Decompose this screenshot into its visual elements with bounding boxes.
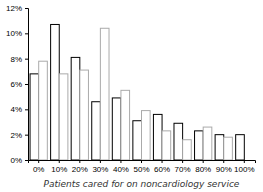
x-tick-label: 0% <box>33 165 45 174</box>
bar <box>59 74 68 160</box>
bar <box>112 98 121 160</box>
x-tick: 20% <box>72 160 88 174</box>
bar-series <box>39 28 233 160</box>
bar <box>142 111 151 160</box>
x-tick-mark <box>182 160 183 163</box>
y-tick-mark <box>25 8 28 9</box>
y-tick-mark <box>25 84 28 85</box>
x-tick-mark <box>223 160 224 163</box>
bar <box>174 123 183 160</box>
bar <box>203 127 212 160</box>
y-tick-label: 6% <box>10 80 22 89</box>
bar <box>51 24 60 160</box>
x-tick-label: 10% <box>51 165 67 174</box>
chart: 0% 2% 4% 6% 8% 10% 12% 0% 10% 20% 30% 40% 50% 60% 70% 8… <box>0 0 263 192</box>
y-tick-mark <box>25 135 28 136</box>
y-tick-mark <box>25 33 28 34</box>
bar <box>195 131 204 160</box>
x-tick-label: 40% <box>113 165 129 174</box>
bar <box>215 135 224 160</box>
x-tick-mark <box>79 160 80 163</box>
plot: 0% 2% 4% 6% 8% 10% 12% 0% 10% 20% 30% 40% 50% 60% 70% 8… <box>6 4 256 174</box>
bars <box>30 24 244 160</box>
y-tick-mark <box>25 160 28 161</box>
x-tick: 30% <box>92 160 108 174</box>
x-tick-label: 30% <box>92 165 108 174</box>
x-tick-label: 90% <box>216 165 232 174</box>
y-tick-label: 4% <box>10 105 22 114</box>
y-tick-label: 2% <box>10 131 22 140</box>
x-tick-mark <box>162 160 163 163</box>
x-tick-mark <box>141 160 142 163</box>
y-tick-label: 8% <box>10 55 22 64</box>
x-tick: 90% <box>216 160 232 174</box>
x-tick: 50% <box>133 160 149 174</box>
x-tick-mark <box>59 160 60 163</box>
y-tick: 8% <box>10 55 28 64</box>
x-tick: 40% <box>113 160 129 174</box>
y-tick-label: 10% <box>6 29 22 38</box>
y-tick-label: 0% <box>10 156 22 165</box>
x-tick-mark <box>120 160 121 163</box>
y-tick-mark <box>25 109 28 110</box>
x-axis-line <box>29 161 256 164</box>
bar <box>92 102 101 160</box>
y-tick: 10% <box>6 29 28 38</box>
x-tick-mark <box>203 160 204 163</box>
x-tick-label: 20% <box>72 165 88 174</box>
bar <box>80 70 89 160</box>
x-axis-title: Patients cared for on noncardiology serv… <box>44 179 240 189</box>
x-tick: 60% <box>154 160 170 174</box>
bar <box>121 90 130 160</box>
x-tick-label: 80% <box>195 165 211 174</box>
bar <box>71 57 80 160</box>
x-tick-label: 70% <box>175 165 191 174</box>
x-tick-mark <box>244 160 245 163</box>
x-tick-label: 50% <box>133 165 149 174</box>
bar <box>133 121 142 160</box>
y-tick: 2% <box>10 131 28 140</box>
y-tick: 6% <box>10 80 28 89</box>
x-tick-mark <box>38 160 39 163</box>
x-tick-label: 60% <box>154 165 170 174</box>
y-tick: 0% <box>10 156 28 165</box>
y-tick: 12% <box>6 4 28 13</box>
x-tick: 80% <box>195 160 211 174</box>
x-tick-label: 100% <box>234 165 254 174</box>
bar <box>100 28 109 160</box>
y-tick-mark <box>25 59 28 60</box>
x-tick-mark <box>100 160 101 163</box>
bar <box>153 114 162 160</box>
y-axis-line <box>25 9 29 161</box>
bar <box>183 140 192 160</box>
bar <box>162 131 171 160</box>
y-tick: 4% <box>10 105 28 114</box>
bar-series <box>30 24 244 160</box>
bar <box>39 61 48 160</box>
x-axis: 0% 10% 20% 30% 40% 50% 60% 70% 80% 90%100% <box>29 160 256 174</box>
bar <box>224 137 233 160</box>
x-tick: 100% <box>234 160 254 174</box>
x-tick: 70% <box>175 160 191 174</box>
y-axis: 0% 2% 4% 6% 8% 10% 12% <box>6 4 29 165</box>
bar <box>30 74 39 160</box>
bar <box>236 135 245 160</box>
y-tick-label: 12% <box>6 4 22 13</box>
x-tick: 10% <box>51 160 67 174</box>
x-tick: 0% <box>33 160 45 174</box>
